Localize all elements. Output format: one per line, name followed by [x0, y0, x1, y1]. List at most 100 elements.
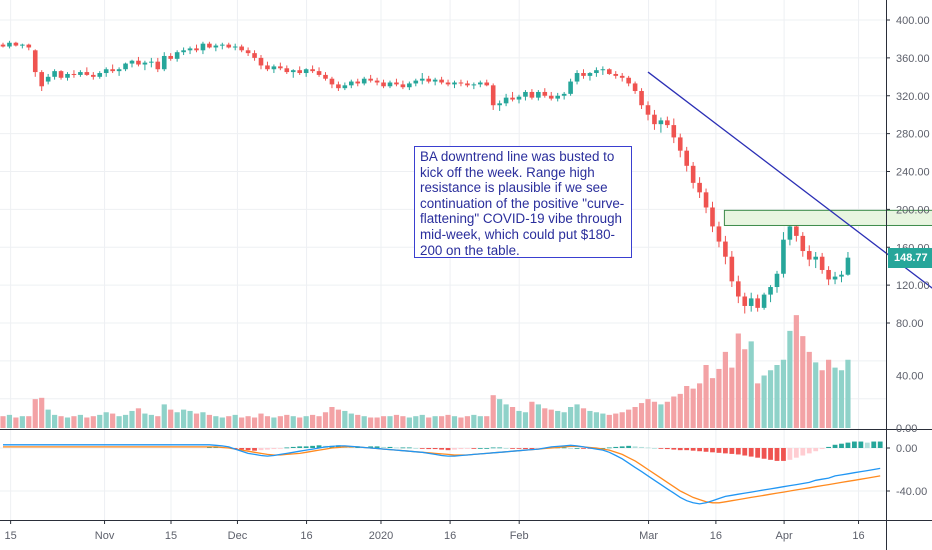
macd-histogram-bar	[800, 448, 806, 456]
volume-bar	[90, 416, 96, 428]
price-tick-label: 320.00	[896, 91, 930, 103]
annotation-note[interactable]: BA downtrend line was busted to kick off…	[414, 146, 632, 258]
candle-body	[110, 69, 115, 72]
candle-body	[355, 81, 361, 84]
volume-bar	[419, 414, 425, 428]
volume-bar	[806, 351, 812, 428]
macd-histogram-bar	[484, 448, 490, 449]
candle-body	[729, 256, 735, 282]
candle-body	[755, 298, 760, 308]
candle-body	[684, 150, 689, 166]
candle-body	[490, 85, 496, 106]
macd-histogram-bar	[690, 448, 696, 451]
volume-bar	[761, 375, 767, 428]
volume-bar	[297, 417, 303, 428]
volume-bar	[793, 315, 799, 428]
candle-body	[342, 85, 348, 89]
candle-body	[607, 69, 612, 74]
x-tick-label: Dec	[228, 530, 248, 542]
candle-body	[652, 114, 657, 125]
volume-bar	[0, 416, 6, 428]
resistance-zone	[723, 209, 932, 226]
candle-body	[129, 60, 135, 64]
macd-histogram-bar	[793, 448, 799, 458]
candle-body	[671, 125, 677, 138]
volume-bar	[600, 413, 606, 428]
volume-bar	[39, 397, 45, 428]
volume-bar	[258, 413, 264, 428]
candle-body	[400, 84, 406, 88]
volume-bar	[716, 368, 722, 428]
volume-bar	[780, 359, 787, 428]
candle-body	[349, 81, 354, 86]
macd-histogram-bar	[600, 448, 606, 449]
macd-histogram-bar	[265, 448, 270, 450]
macd-histogram-bar	[826, 446, 831, 448]
candle-body	[626, 77, 631, 84]
macd-histogram-bar	[490, 447, 496, 449]
volume-bar	[45, 409, 51, 428]
candle-body	[0, 44, 6, 47]
candle-body	[458, 82, 464, 84]
macd-histogram-bar	[864, 442, 870, 448]
volume-bar	[529, 401, 535, 428]
volume-bar	[593, 412, 599, 428]
annotation-text: BA downtrend line was busted to kick off…	[420, 149, 625, 258]
macd-histogram-bar	[632, 446, 638, 448]
candle-body	[13, 42, 19, 46]
volume-bar	[110, 413, 116, 428]
volume-bar	[548, 409, 554, 428]
volume-bar	[426, 417, 432, 428]
candle-body	[742, 296, 748, 306]
candle-body	[478, 82, 483, 85]
volume-bar	[684, 386, 690, 428]
macd-histogram-bar	[871, 441, 877, 448]
macd-histogram-bar	[561, 447, 567, 449]
macd-tick-label: -40.00	[896, 486, 927, 498]
candle-body	[123, 63, 128, 70]
volume-bar	[342, 410, 348, 428]
volume-bar	[522, 412, 529, 428]
macd-histogram-bar	[277, 448, 283, 449]
candle-body	[645, 105, 651, 115]
volume-bar	[32, 399, 38, 428]
volume-bar	[606, 414, 612, 428]
macd-histogram-bar	[445, 448, 451, 451]
candle-body	[736, 281, 741, 297]
volume-bar	[116, 416, 122, 428]
volume-bar	[819, 370, 825, 428]
candle-body	[252, 53, 257, 58]
macd-histogram-bar	[626, 445, 632, 448]
candle-body	[568, 81, 573, 94]
candlesticks	[0, 40, 851, 314]
macd-histogram-bar	[684, 448, 690, 451]
volume-bar	[245, 416, 251, 428]
volume-bar	[439, 416, 445, 428]
candle-body	[65, 73, 70, 78]
macd-histogram-bar	[723, 448, 728, 454]
candle-body	[703, 192, 709, 208]
macd-histogram-bar	[452, 448, 457, 450]
candle-body	[503, 97, 509, 104]
candle-body	[555, 95, 560, 99]
candle-body	[374, 80, 380, 83]
macd-histogram-bar	[664, 448, 670, 450]
macd-histogram-bar	[568, 448, 573, 449]
volume-bar	[368, 417, 374, 428]
candle-body	[20, 44, 25, 46]
volume-bar	[264, 416, 271, 428]
macd-histogram-bar	[535, 448, 541, 449]
volume-bar	[413, 416, 419, 428]
candle-body	[542, 91, 548, 96]
candle-body	[32, 50, 38, 73]
candle-body	[594, 70, 599, 74]
macd-histogram-bar	[729, 448, 735, 454]
volume-bar	[574, 404, 580, 428]
volume-bar	[800, 336, 806, 428]
candle-body	[213, 45, 219, 48]
volume-bar	[497, 399, 503, 428]
x-tick-label: 16	[852, 530, 864, 542]
candle-body	[181, 50, 186, 53]
volume-bar	[161, 404, 167, 428]
